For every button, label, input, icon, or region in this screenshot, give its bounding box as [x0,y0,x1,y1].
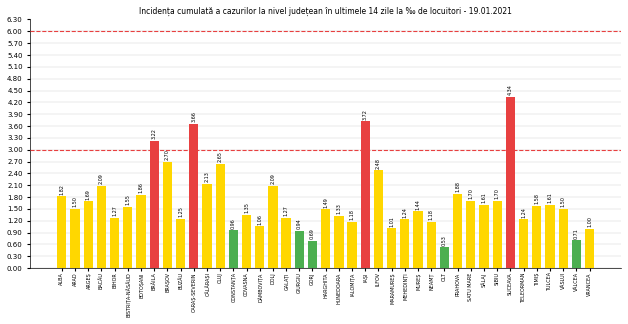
Bar [110,218,119,268]
Bar [321,209,330,268]
Text: 4.34: 4.34 [508,84,513,95]
Text: 0.69: 0.69 [310,228,315,239]
Text: 2.09: 2.09 [271,173,276,184]
Bar [532,206,541,268]
Text: 1.18: 1.18 [429,209,434,220]
Bar [57,196,67,268]
Bar [189,124,198,268]
Text: 2.70: 2.70 [165,149,170,160]
Text: 1.88: 1.88 [455,181,460,192]
Bar [123,207,133,268]
Text: 1.50: 1.50 [72,196,77,207]
Text: 1.61: 1.61 [482,192,487,203]
Bar [466,201,475,268]
Bar [202,184,212,268]
Text: 1.49: 1.49 [323,197,328,208]
Bar [97,186,106,268]
Text: 0.96: 0.96 [231,218,236,229]
Bar [308,241,317,268]
Text: 1.61: 1.61 [548,192,553,203]
Text: 1.69: 1.69 [85,189,90,200]
Text: 1.24: 1.24 [403,207,408,218]
Bar [545,204,555,268]
Text: 2.13: 2.13 [205,172,210,182]
Text: 1.33: 1.33 [337,203,342,214]
Text: 1.58: 1.58 [534,193,539,204]
Bar [506,97,515,268]
Bar [400,219,409,268]
Bar [585,229,594,268]
Bar [374,170,383,268]
Bar [387,228,396,268]
Text: 2.65: 2.65 [218,151,223,162]
Bar [479,204,489,268]
Text: 1.86: 1.86 [138,182,143,193]
Text: 1.70: 1.70 [495,189,500,200]
Bar [519,219,528,268]
Text: 0.53: 0.53 [442,235,447,246]
Bar [492,201,502,268]
Bar [334,216,344,268]
Bar [453,194,462,268]
Bar [268,186,278,268]
Text: 3.66: 3.66 [192,111,196,122]
Bar [571,240,581,268]
Bar [255,226,264,268]
Text: 1.55: 1.55 [125,194,130,205]
Bar [242,215,251,268]
Text: 1.44: 1.44 [416,199,421,210]
Text: 0.94: 0.94 [297,219,302,229]
Text: 1.27: 1.27 [284,205,289,216]
Bar [84,202,93,268]
Bar [440,247,449,268]
Text: 1.35: 1.35 [244,202,249,213]
Text: 1.82: 1.82 [59,184,64,195]
Bar [176,219,185,268]
Text: 1.01: 1.01 [389,216,394,227]
Text: 1.50: 1.50 [561,196,566,207]
Text: 3.72: 3.72 [363,109,368,120]
Text: 3.22: 3.22 [152,129,156,139]
Bar [136,195,146,268]
Bar [70,209,80,268]
Text: 1.18: 1.18 [350,209,355,220]
Text: 1.27: 1.27 [112,205,117,216]
Bar [347,222,357,268]
Bar [149,141,159,268]
Bar [426,222,436,268]
Text: 2.48: 2.48 [376,158,381,169]
Bar [215,164,225,268]
Bar [360,121,370,268]
Text: 1.24: 1.24 [521,207,526,218]
Bar [229,230,238,268]
Bar [558,209,568,268]
Text: 1.06: 1.06 [257,214,263,225]
Bar [295,231,304,268]
Title: Incidența cumulată a cazurilor la nivel județean în ultimele 14 zile la ‰ de loc: Incidența cumulată a cazurilor la nivel … [139,7,512,16]
Text: 1.00: 1.00 [587,216,592,227]
Text: 0.71: 0.71 [574,228,579,238]
Text: 1.25: 1.25 [178,206,183,217]
Bar [163,162,172,268]
Bar [281,218,291,268]
Text: 2.09: 2.09 [99,173,104,184]
Text: 1.70: 1.70 [468,189,474,200]
Bar [413,211,423,268]
